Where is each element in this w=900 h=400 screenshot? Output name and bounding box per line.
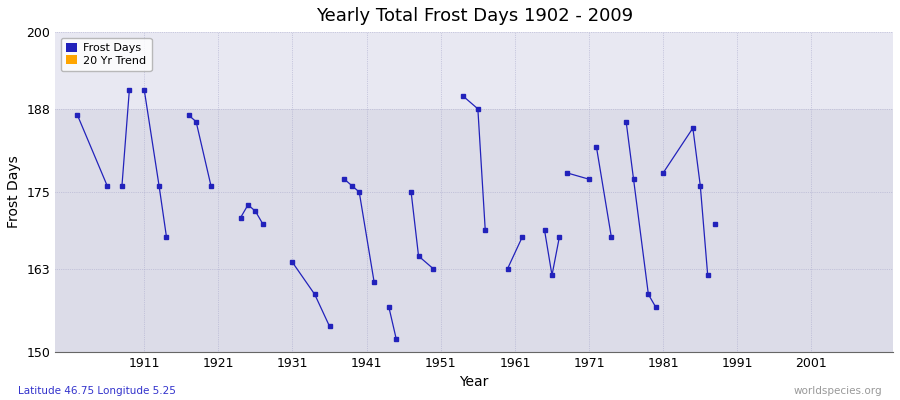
- Text: Latitude 46.75 Longitude 5.25: Latitude 46.75 Longitude 5.25: [18, 386, 176, 396]
- Legend: Frost Days, 20 Yr Trend: Frost Days, 20 Yr Trend: [61, 38, 152, 71]
- Bar: [55, 109, 893, 352]
- Y-axis label: Frost Days: Frost Days: [7, 156, 21, 228]
- X-axis label: Year: Year: [460, 376, 489, 390]
- Bar: [55, 32, 893, 109]
- Text: worldspecies.org: worldspecies.org: [794, 386, 882, 396]
- Title: Yearly Total Frost Days 1902 - 2009: Yearly Total Frost Days 1902 - 2009: [316, 7, 633, 25]
